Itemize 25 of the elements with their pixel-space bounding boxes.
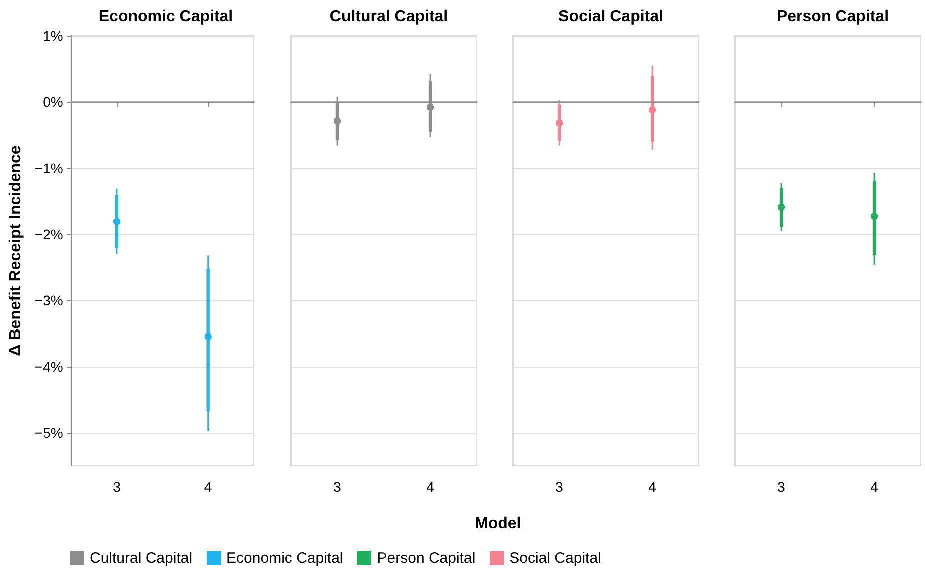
x-tick-label: 4 [204,479,212,495]
chart-title: Person Capital [776,8,890,26]
y-tick-label: 1% [43,28,64,44]
legend-label: Person Capital [376,550,476,567]
legend-label: Cultural Capital [89,550,193,567]
y-tick-label: −5% [34,424,64,441]
x-axis-title: Model [475,516,522,532]
legend-label: Economic Capital [226,550,344,567]
y-tick-label: −3% [34,292,64,309]
x-tick-label: 4 [870,479,879,495]
chart-title: Economic Capital [98,8,234,26]
x-tick-label: 3 [556,479,564,495]
x-tick-label: 3 [778,479,786,495]
x-tick-label: 3 [334,479,342,495]
y-axis-title: Δ Benefit Receipt Incidence [8,146,24,356]
chart-title: Social Capital [558,8,664,26]
y-tick-label: −1% [34,160,64,176]
chart-title: Cultural Capital [330,8,448,26]
x-tick-label: 4 [426,479,435,495]
x-tick-label: 3 [113,479,122,495]
y-tick-label: −2% [34,226,64,242]
legend-label: Social Capital [508,550,602,567]
x-tick-label: 4 [648,479,657,495]
y-tick-label: 0% [43,94,64,110]
y-tick-label: −4% [34,358,64,375]
